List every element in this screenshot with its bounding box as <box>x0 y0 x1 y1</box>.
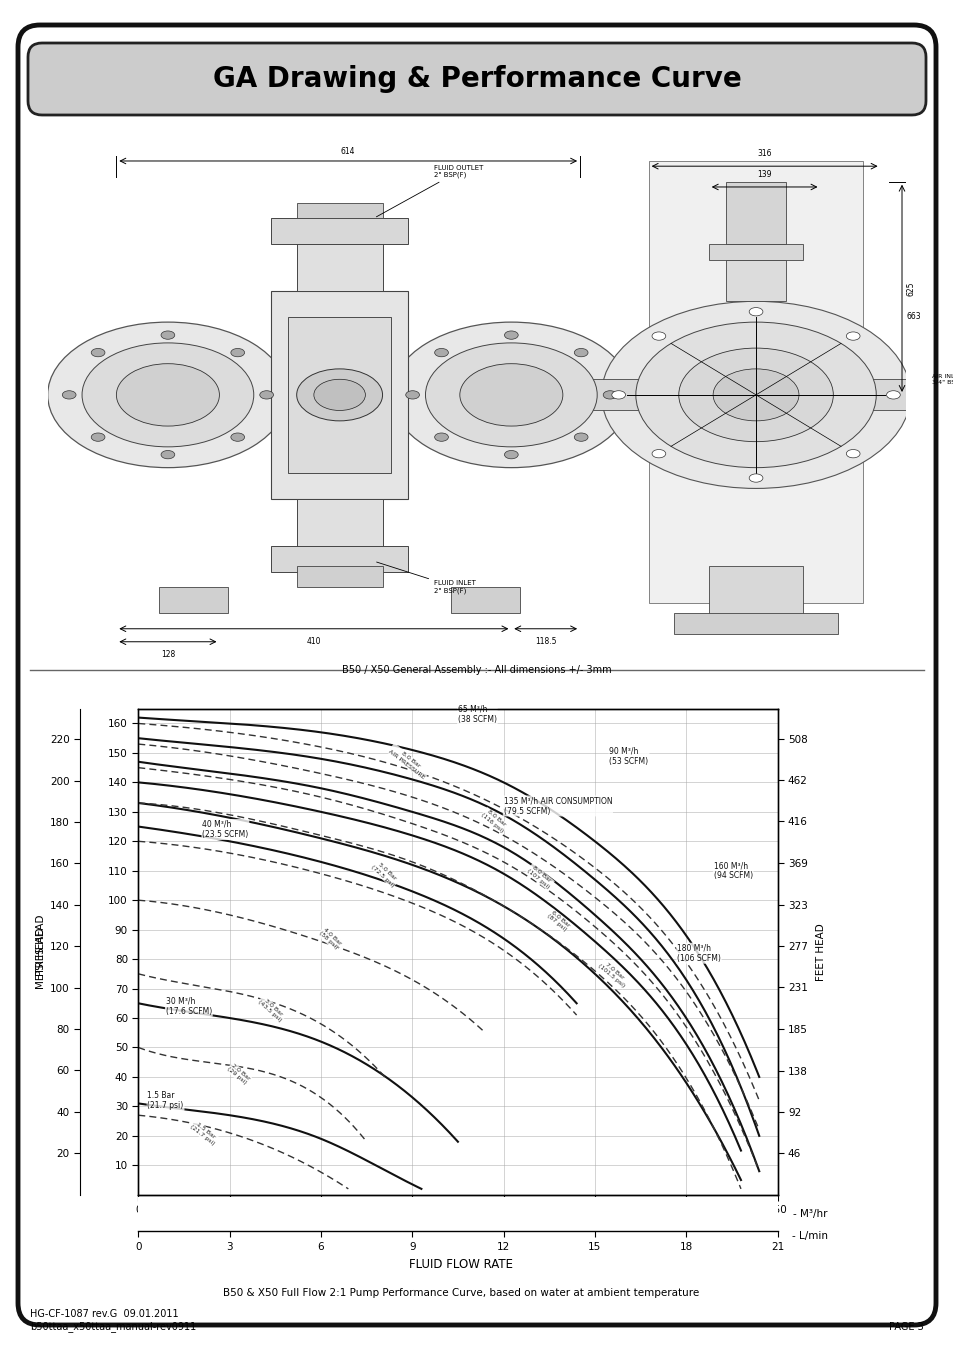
Circle shape <box>314 379 365 410</box>
Circle shape <box>651 450 665 458</box>
Circle shape <box>600 301 909 489</box>
Bar <box>296 498 382 551</box>
Text: 160 M³/h
(94 SCFM): 160 M³/h (94 SCFM) <box>713 861 752 880</box>
Text: FLUID OUTLET
2" BSP(F): FLUID OUTLET 2" BSP(F) <box>376 165 483 217</box>
Bar <box>579 379 648 410</box>
Bar <box>296 202 382 219</box>
Circle shape <box>231 433 244 441</box>
Circle shape <box>748 308 762 316</box>
Circle shape <box>435 433 448 441</box>
Text: 8.0 Bar
AIR PRESSURE: 8.0 Bar AIR PRESSURE <box>387 744 429 780</box>
Text: AIR INLET
3/4" BSP(F): AIR INLET 3/4" BSP(F) <box>931 374 953 385</box>
Text: 1.5 Bar
(21.7 psi): 1.5 Bar (21.7 psi) <box>148 1091 184 1110</box>
Circle shape <box>636 323 875 467</box>
Text: 1.5 Bar
(21.7 psi): 1.5 Bar (21.7 psi) <box>189 1119 219 1146</box>
Bar <box>296 567 382 587</box>
Circle shape <box>425 343 597 447</box>
FancyBboxPatch shape <box>18 26 935 1324</box>
Text: GA Drawing & Performance Curve: GA Drawing & Performance Curve <box>213 65 740 93</box>
Circle shape <box>713 369 798 421</box>
Text: 180 M³/h
(106 SCFM): 180 M³/h (106 SCFM) <box>677 944 720 963</box>
Bar <box>296 239 382 292</box>
Circle shape <box>62 390 76 400</box>
Text: - L/min: - L/min <box>791 1231 827 1241</box>
Circle shape <box>91 348 105 356</box>
FancyBboxPatch shape <box>28 43 925 115</box>
Circle shape <box>48 323 288 467</box>
Text: 40 M³/h
(23.5 SCFM): 40 M³/h (23.5 SCFM) <box>202 819 248 840</box>
Text: 30 M³/h
(17.6 SCFM): 30 M³/h (17.6 SCFM) <box>166 996 212 1017</box>
Bar <box>725 182 785 244</box>
Circle shape <box>602 390 617 400</box>
Text: FLUID INLET
2" BSP(F): FLUID INLET 2" BSP(F) <box>376 562 476 594</box>
Circle shape <box>82 343 253 447</box>
Circle shape <box>391 323 631 467</box>
Circle shape <box>91 433 105 441</box>
Circle shape <box>845 332 860 340</box>
Text: 625: 625 <box>905 281 914 296</box>
Text: 663: 663 <box>905 312 920 321</box>
Circle shape <box>231 348 244 356</box>
Text: 7.0 Bar
(101.5 psi): 7.0 Bar (101.5 psi) <box>597 958 629 988</box>
Circle shape <box>259 390 274 400</box>
Text: 4.0 Bar
(58 psi): 4.0 Bar (58 psi) <box>317 926 342 950</box>
Circle shape <box>405 390 419 400</box>
Bar <box>271 545 408 571</box>
Text: - M³/hr: - M³/hr <box>792 1210 826 1219</box>
Text: 118.5: 118.5 <box>535 637 556 645</box>
Text: SILENCER (FITTED)
3/4" BSP(M): SILENCER (FITTED) 3/4" BSP(M) <box>512 374 571 385</box>
Circle shape <box>161 451 174 459</box>
Text: 90 M³/h
(53 SCFM): 90 M³/h (53 SCFM) <box>609 747 648 765</box>
Circle shape <box>296 369 382 421</box>
Text: 2.0 Bar
(29 psi): 2.0 Bar (29 psi) <box>226 1062 251 1085</box>
Circle shape <box>574 433 587 441</box>
Bar <box>648 161 862 602</box>
Bar <box>159 587 228 613</box>
Bar <box>854 379 923 410</box>
Circle shape <box>161 331 174 339</box>
Bar <box>288 317 391 472</box>
Text: PAGE 3: PAGE 3 <box>888 1322 923 1332</box>
Bar <box>674 613 837 634</box>
Text: 6.0 Bar
(87 psi): 6.0 Bar (87 psi) <box>545 909 570 933</box>
Text: 139: 139 <box>757 170 771 180</box>
Text: B50 / X50 General Assembly :- All dimensions +/- 3mm: B50 / X50 General Assembly :- All dimens… <box>342 666 611 675</box>
Bar <box>708 244 802 259</box>
Bar <box>271 219 408 244</box>
Text: 316: 316 <box>757 150 771 158</box>
Circle shape <box>116 363 219 427</box>
Bar <box>116 359 562 431</box>
Text: 65 M³/h
(38 SCFM): 65 M³/h (38 SCFM) <box>457 705 497 725</box>
Bar <box>725 259 785 301</box>
Circle shape <box>611 390 625 400</box>
Text: HG-CF-1087 rev.G  09.01.2011
b50ttaa_x50ttaa_manual-rev0911: HG-CF-1087 rev.G 09.01.2011 b50ttaa_x50t… <box>30 1310 196 1332</box>
Circle shape <box>459 363 562 427</box>
Text: B50 & X50 Full Flow 2:1 Pump Performance Curve, based on water at ambient temper: B50 & X50 Full Flow 2:1 Pump Performance… <box>222 1288 699 1299</box>
Text: 8.0 Bar
(107 psi): 8.0 Bar (107 psi) <box>525 864 554 890</box>
Circle shape <box>504 331 517 339</box>
Text: 3.0 Bar
(43.5 psi): 3.0 Bar (43.5 psi) <box>256 995 286 1023</box>
Circle shape <box>845 450 860 458</box>
Bar <box>271 292 408 500</box>
Circle shape <box>679 348 833 441</box>
Text: 5.0 Bar
(72.5 psi): 5.0 Bar (72.5 psi) <box>370 860 399 888</box>
Text: 614: 614 <box>340 147 355 155</box>
Y-axis label: PSI HEAD: PSI HEAD <box>35 927 46 976</box>
Circle shape <box>651 332 665 340</box>
Bar <box>451 587 519 613</box>
Text: FLUID FLOW RATE: FLUID FLOW RATE <box>408 1258 513 1272</box>
Y-axis label: FEET HEAD: FEET HEAD <box>815 923 825 980</box>
Text: 8.0 Bar
(116 psi): 8.0 Bar (116 psi) <box>480 807 508 833</box>
Text: 135 M³/h AIR CONSUMPTION
(79.5 SCFM): 135 M³/h AIR CONSUMPTION (79.5 SCFM) <box>503 796 612 815</box>
Circle shape <box>504 451 517 459</box>
Circle shape <box>574 348 587 356</box>
Text: 410: 410 <box>306 637 321 645</box>
Circle shape <box>435 348 448 356</box>
Circle shape <box>748 474 762 482</box>
Text: 128: 128 <box>161 649 174 659</box>
Y-axis label: METRES HEAD: METRES HEAD <box>35 914 46 990</box>
Circle shape <box>885 390 900 400</box>
Bar <box>708 567 802 618</box>
